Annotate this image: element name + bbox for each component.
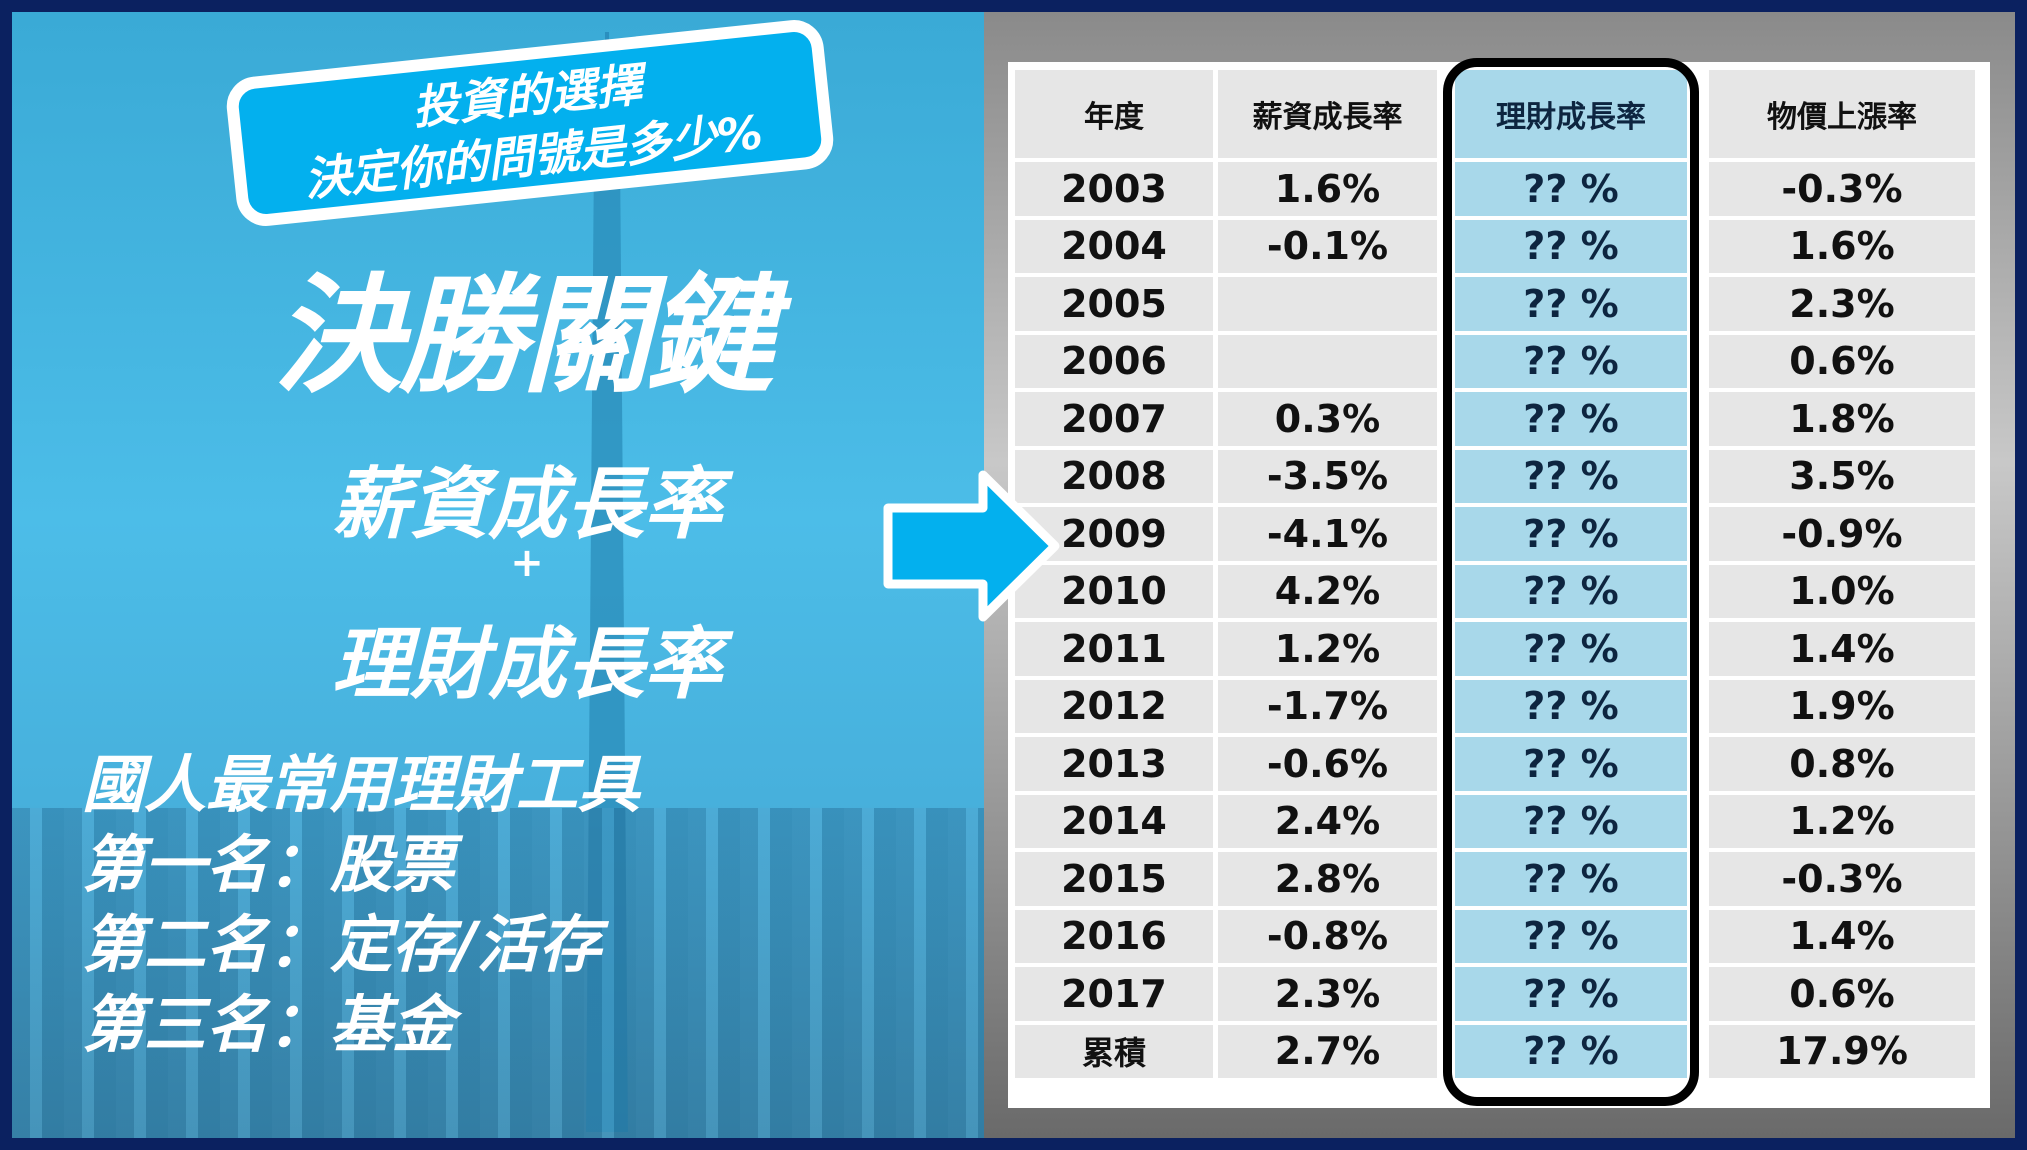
cell-inflation: 1.4% <box>1709 909 1975 963</box>
arrow-right-icon <box>883 470 1060 622</box>
list-item: 第一名：股票 <box>82 828 455 901</box>
cell-salary-growth: 1.2% <box>1218 622 1437 676</box>
cell-investment-growth: ?? % <box>1455 679 1687 733</box>
main-title: 決勝關鍵 <box>273 262 774 411</box>
cell-investment-growth: ?? % <box>1455 794 1687 848</box>
cell-salary-growth: -0.8% <box>1218 909 1437 963</box>
cell-salary-growth: 2.8% <box>1218 852 1437 906</box>
cell-salary-growth: -0.6% <box>1218 737 1437 791</box>
cell-investment-growth: ?? % <box>1455 622 1687 676</box>
cell-inflation: 17.9% <box>1709 1024 1975 1078</box>
cell-inflation: 1.4% <box>1709 622 1975 676</box>
cell-investment-growth: ?? % <box>1455 449 1687 503</box>
cell-year: 2008 <box>1015 449 1213 503</box>
list-item: 第三名：基金 <box>82 988 455 1061</box>
header-year: 年度 <box>1015 70 1213 158</box>
cell-year: 2012 <box>1015 679 1213 733</box>
cell-inflation: 0.8% <box>1709 737 1975 791</box>
plus-sign: + <box>510 540 544 586</box>
cell-investment-growth: ?? % <box>1455 852 1687 906</box>
cell-inflation: 1.8% <box>1709 392 1975 446</box>
cell-year: 2010 <box>1015 564 1213 618</box>
cell-salary-growth: -3.5% <box>1218 449 1437 503</box>
cell-salary-growth: -4.1% <box>1218 507 1437 561</box>
cell-inflation: -0.9% <box>1709 507 1975 561</box>
cell-year: 2015 <box>1015 852 1213 906</box>
cell-year: 2014 <box>1015 794 1213 848</box>
header-inflation: 物價上漲率 <box>1709 70 1975 158</box>
cell-inflation: -0.3% <box>1709 162 1975 216</box>
cell-salary-growth: 2.3% <box>1218 967 1437 1021</box>
cell-year: 2017 <box>1015 967 1213 1021</box>
cell-salary-growth: 0.3% <box>1218 392 1437 446</box>
cell-investment-growth: ?? % <box>1455 967 1687 1021</box>
cell-investment-growth: ?? % <box>1455 1024 1687 1078</box>
cell-investment-growth: ?? % <box>1455 507 1687 561</box>
cell-year: 累積 <box>1015 1024 1213 1078</box>
cell-inflation: 1.2% <box>1709 794 1975 848</box>
cell-salary-growth: 2.7% <box>1218 1024 1437 1078</box>
cell-year: 2007 <box>1015 392 1213 446</box>
cell-investment-growth: ?? % <box>1455 564 1687 618</box>
cell-inflation: 2.3% <box>1709 277 1975 331</box>
cell-year: 2004 <box>1015 219 1213 273</box>
cell-inflation: -0.3% <box>1709 852 1975 906</box>
cell-year: 2006 <box>1015 334 1213 388</box>
cell-year: 2005 <box>1015 277 1213 331</box>
subtitle-salary-growth: 薪資成長率 <box>331 460 722 550</box>
cell-investment-growth: ?? % <box>1455 909 1687 963</box>
cell-year: 2013 <box>1015 737 1213 791</box>
cell-salary-growth: -0.1% <box>1218 219 1437 273</box>
city-skyline-image <box>12 808 984 1138</box>
subtitle-investment-growth: 理財成長率 <box>331 620 722 710</box>
list-item: 第二名：定存/活存 <box>82 908 601 981</box>
cell-investment-growth: ?? % <box>1455 162 1687 216</box>
cell-inflation: 1.6% <box>1709 219 1975 273</box>
header-salary-growth: 薪資成長率 <box>1218 70 1437 158</box>
cell-salary-growth: -1.7% <box>1218 679 1437 733</box>
cell-inflation: 0.6% <box>1709 334 1975 388</box>
cell-investment-growth: ?? % <box>1455 737 1687 791</box>
cell-inflation: 0.6% <box>1709 967 1975 1021</box>
cell-inflation: 1.9% <box>1709 679 1975 733</box>
cell-year: 2003 <box>1015 162 1213 216</box>
cell-year: 2009 <box>1015 507 1213 561</box>
cell-salary-growth: 2.4% <box>1218 794 1437 848</box>
cell-salary-growth: 1.6% <box>1218 162 1437 216</box>
cell-year: 2011 <box>1015 622 1213 676</box>
cell-inflation: 3.5% <box>1709 449 1975 503</box>
cell-investment-growth: ?? % <box>1455 334 1687 388</box>
cell-inflation: 1.0% <box>1709 564 1975 618</box>
cell-year: 2016 <box>1015 909 1213 963</box>
list-heading: 國人最常用理財工具 <box>82 748 641 821</box>
header-investment-growth: 理財成長率 <box>1455 70 1687 158</box>
cell-salary-growth <box>1218 277 1437 331</box>
cell-salary-growth: 4.2% <box>1218 564 1437 618</box>
cell-investment-growth: ?? % <box>1455 392 1687 446</box>
cell-salary-growth <box>1218 334 1437 388</box>
growth-rate-table: 年度 薪資成長率 理財成長率 物價上漲率 2003 1.6%?? % -0.3% 2004 -0… <box>1008 62 1990 1108</box>
cell-investment-growth: ?? % <box>1455 219 1687 273</box>
cell-investment-growth: ?? % <box>1455 277 1687 331</box>
